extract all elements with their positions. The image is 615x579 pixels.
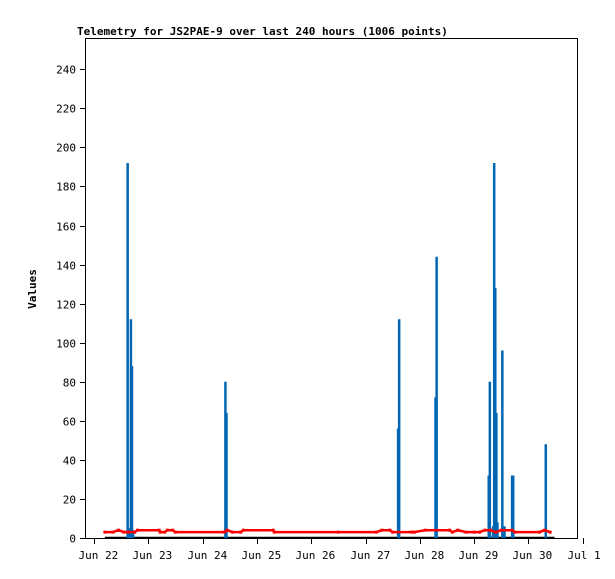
- series-point: [225, 528, 229, 532]
- series-point: [423, 528, 427, 532]
- y-axis-ticks: 0 20 40 60 80 100 120 140 160 180 200 220 240: [56, 64, 86, 546]
- series-point: [122, 530, 126, 534]
- series-point: [133, 530, 137, 534]
- x-tick-label: Jun 29: [459, 549, 499, 562]
- y-tick-label: 20: [63, 494, 76, 507]
- y-tick-label: 200: [56, 142, 76, 155]
- series-point: [271, 528, 275, 532]
- series-point: [548, 530, 552, 534]
- y-tick-label: 60: [63, 416, 76, 429]
- series-point: [450, 530, 454, 534]
- series-point: [272, 530, 276, 534]
- y-tick-label: 240: [56, 64, 76, 77]
- series-point: [126, 530, 130, 534]
- series-point: [472, 530, 476, 534]
- y-tick-label: 220: [56, 103, 76, 116]
- x-tick-label: Jun 28: [405, 549, 445, 562]
- series-point: [163, 530, 167, 534]
- series-point: [173, 530, 177, 534]
- series-point: [116, 528, 120, 532]
- series-point: [165, 528, 169, 532]
- x-tick-label: Jul 1: [568, 549, 601, 562]
- series-point: [230, 530, 234, 534]
- series-point: [483, 528, 487, 532]
- y-tick-label: 160: [56, 221, 76, 234]
- series-point: [158, 530, 162, 534]
- series-point: [543, 528, 547, 532]
- series-point: [239, 530, 243, 534]
- series-point: [412, 530, 416, 534]
- series-point: [388, 528, 392, 532]
- series-point: [494, 530, 498, 534]
- series-point: [537, 530, 541, 534]
- x-tick-label: Jun 30: [513, 549, 553, 562]
- series-point: [410, 530, 414, 534]
- series-point: [380, 528, 384, 532]
- y-tick-label: 0: [69, 533, 76, 546]
- x-tick-label: Jun 24: [188, 549, 228, 562]
- y-tick-label: 80: [63, 377, 76, 390]
- series-point: [336, 530, 340, 534]
- x-tick-label: Jun 26: [296, 549, 336, 562]
- series-layer: [103, 163, 555, 539]
- x-tick-label: Jun 22: [79, 549, 119, 562]
- series-point: [171, 528, 175, 532]
- x-tick-label: Jun 25: [242, 549, 282, 562]
- series-point: [488, 528, 492, 532]
- y-tick-label: 100: [56, 338, 76, 351]
- series-point: [391, 530, 395, 534]
- y-tick-label: 140: [56, 260, 76, 273]
- series-point: [510, 528, 514, 532]
- series-point: [374, 530, 378, 534]
- series-point: [448, 528, 452, 532]
- series-point: [111, 530, 115, 534]
- x-axis-ticks: Jun 22 Jun 23 Jun 24 Jun 25 Jun 26 Jun 27 Jun …: [79, 538, 601, 562]
- series-point: [513, 530, 517, 534]
- y-tick-label: 180: [56, 181, 76, 194]
- y-tick-label: 40: [63, 455, 76, 468]
- chart-title: Telemetry for JS2PAE-9 over last 240 hou…: [77, 25, 448, 38]
- plot-frame: [85, 38, 578, 539]
- series-point: [222, 530, 226, 534]
- y-axis-label: Values: [26, 269, 39, 309]
- series-point: [456, 528, 460, 532]
- series-point: [135, 528, 139, 532]
- x-tick-label: Jun 27: [351, 549, 391, 562]
- y-tick-label: 120: [56, 299, 76, 312]
- series-point: [241, 528, 245, 532]
- series-point: [499, 528, 503, 532]
- series-point: [478, 530, 482, 534]
- series-point: [157, 528, 161, 532]
- x-tick-label: Jun 23: [133, 549, 173, 562]
- series-point: [464, 530, 468, 534]
- series-point: [103, 530, 107, 534]
